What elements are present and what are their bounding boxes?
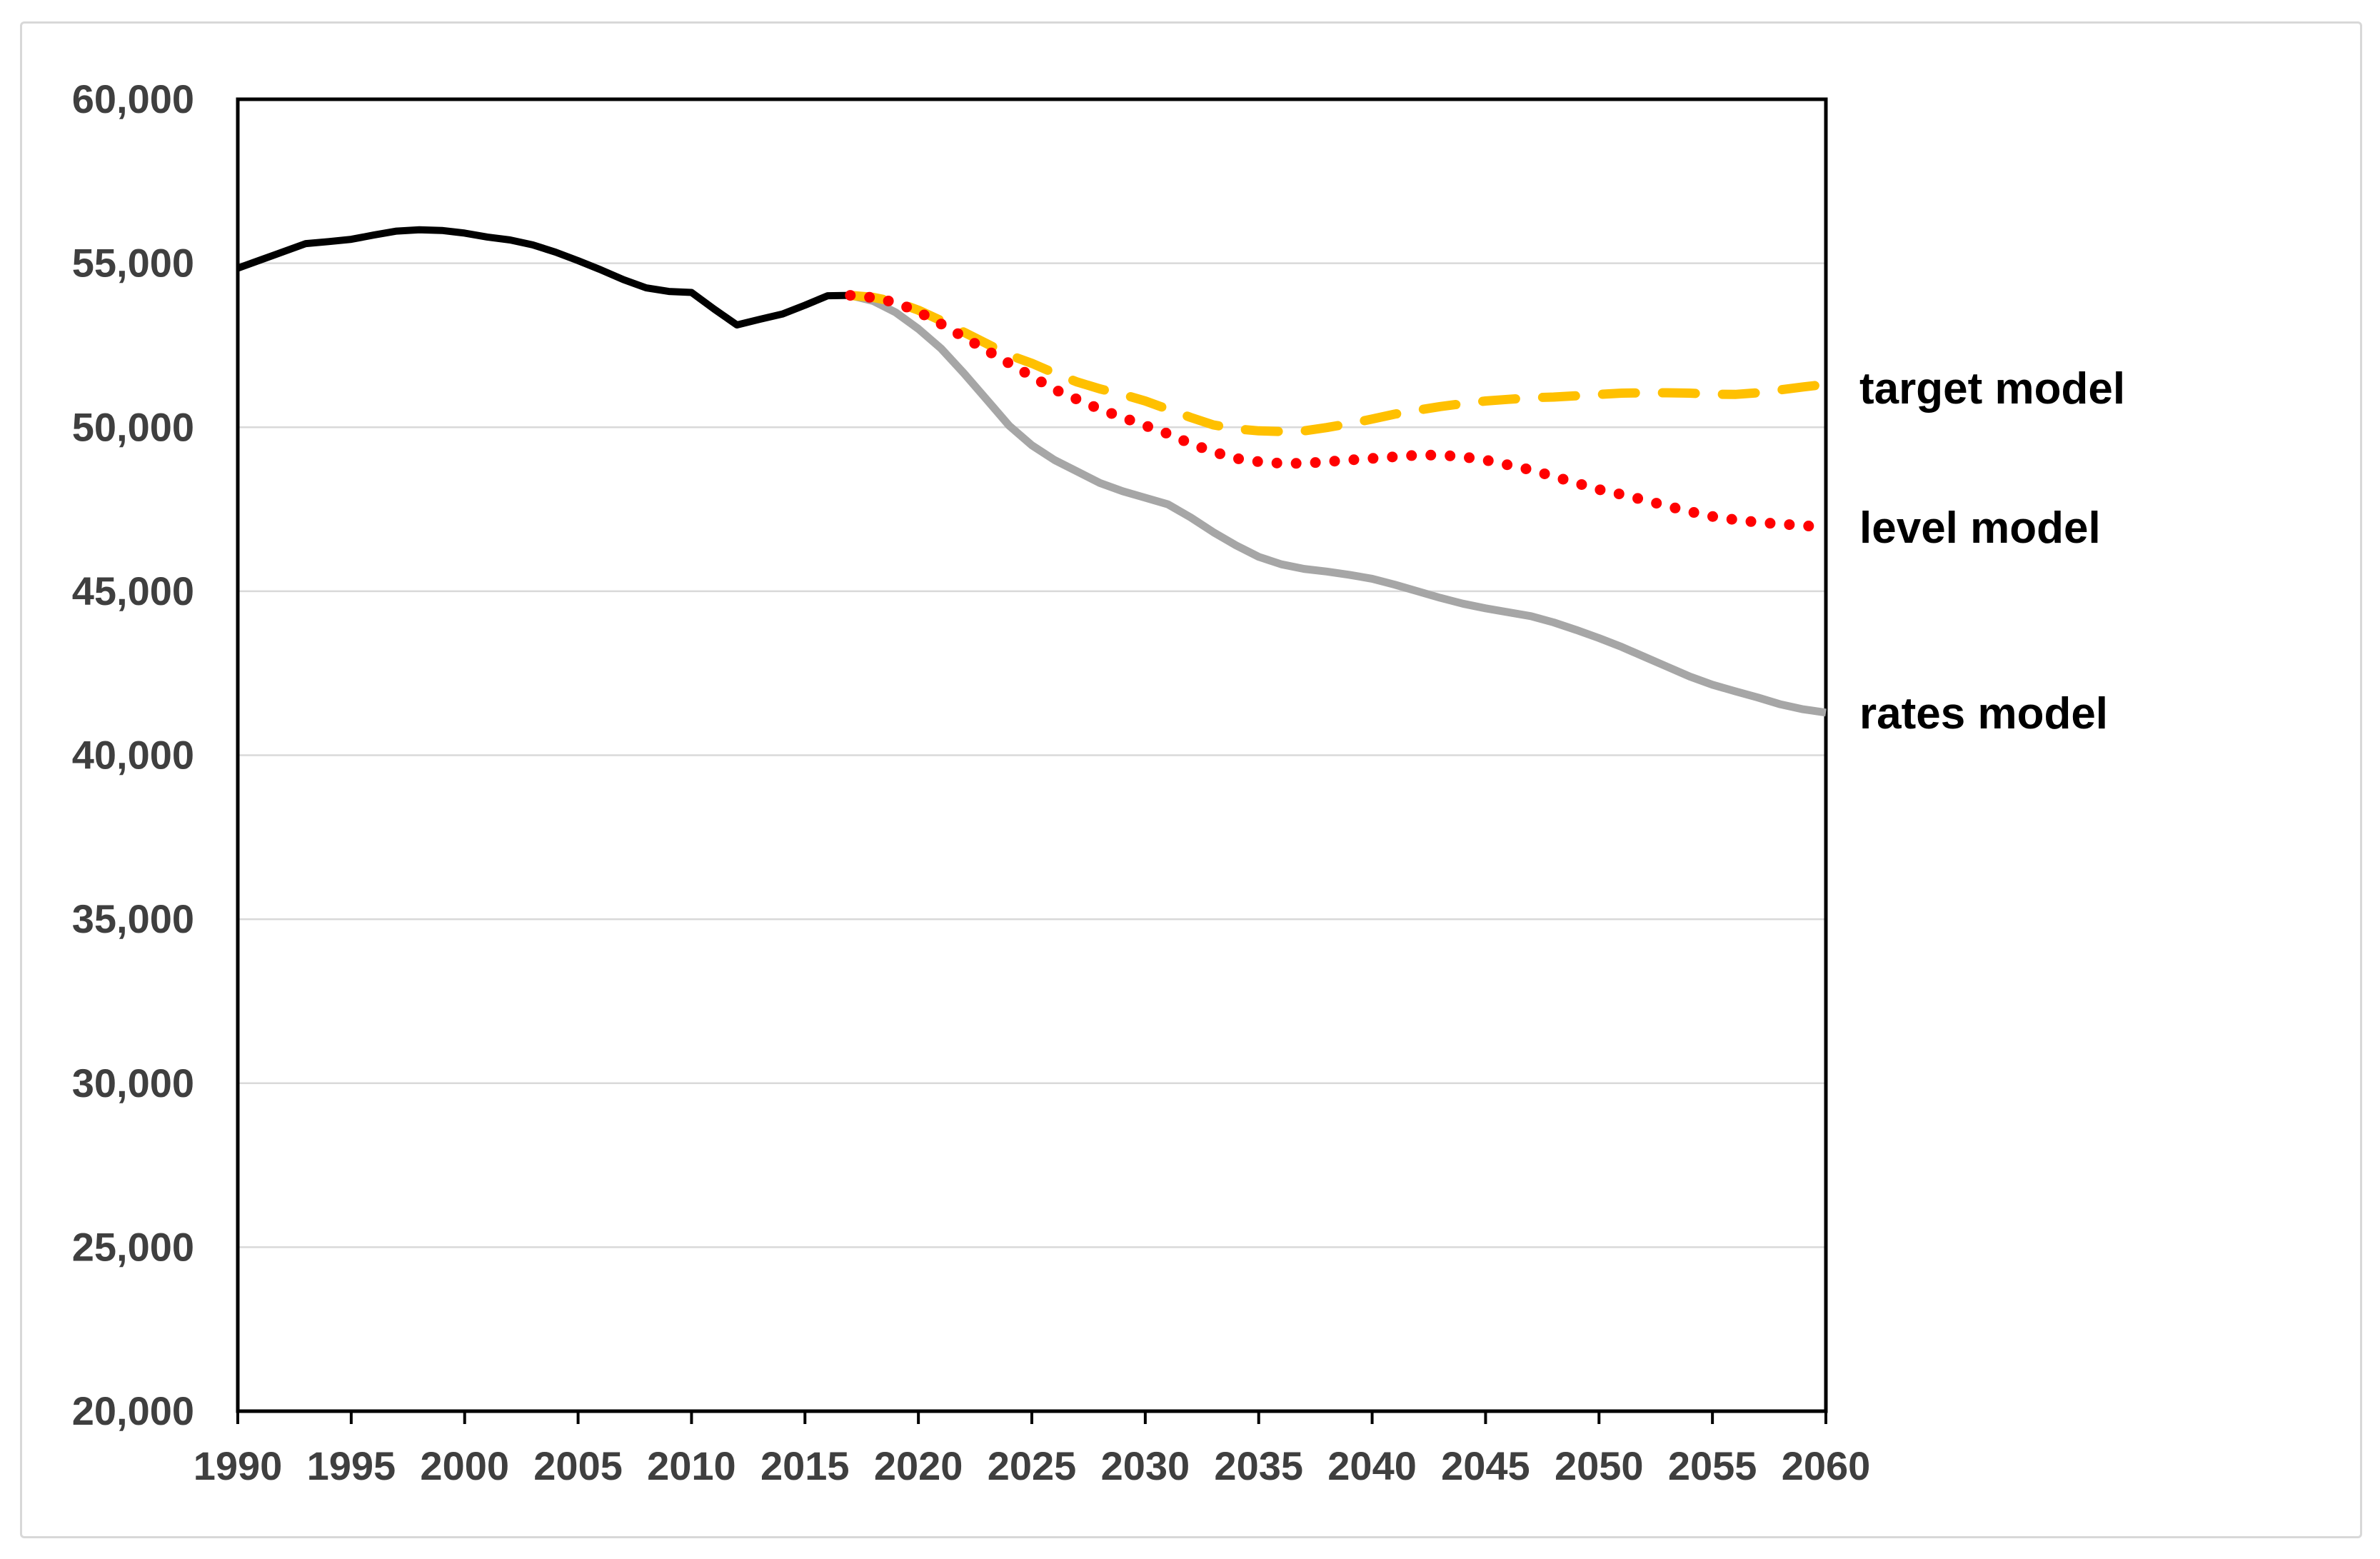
svg-text:60,000: 60,000: [72, 76, 194, 121]
svg-text:2005: 2005: [533, 1443, 623, 1488]
svg-text:2020: 2020: [874, 1443, 963, 1488]
svg-text:2025: 2025: [988, 1443, 1077, 1488]
svg-text:2060: 2060: [1782, 1443, 1871, 1488]
legend-label-target-model: target model: [1859, 364, 2126, 413]
svg-text:55,000: 55,000: [72, 241, 194, 286]
svg-text:2030: 2030: [1101, 1443, 1190, 1488]
svg-text:2010: 2010: [647, 1443, 736, 1488]
svg-text:1995: 1995: [307, 1443, 396, 1488]
svg-text:2045: 2045: [1441, 1443, 1530, 1488]
legend-label-level-model: level model: [1859, 503, 2101, 553]
svg-text:40,000: 40,000: [72, 733, 194, 778]
svg-text:25,000: 25,000: [72, 1224, 194, 1269]
svg-text:30,000: 30,000: [72, 1061, 194, 1106]
svg-text:45,000: 45,000: [72, 568, 194, 613]
svg-text:2050: 2050: [1555, 1443, 1644, 1488]
svg-text:2015: 2015: [760, 1443, 850, 1488]
svg-text:1990: 1990: [194, 1443, 283, 1488]
svg-text:50,000: 50,000: [72, 404, 194, 449]
svg-text:2000: 2000: [420, 1443, 509, 1488]
legend-label-rates-model: rates model: [1859, 689, 2109, 738]
svg-text:35,000: 35,000: [72, 896, 194, 941]
chart-panel-frame: [20, 21, 2362, 1538]
svg-text:2040: 2040: [1327, 1443, 1417, 1488]
svg-text:2055: 2055: [1668, 1443, 1757, 1488]
svg-text:2035: 2035: [1214, 1443, 1303, 1488]
svg-text:20,000: 20,000: [72, 1388, 194, 1433]
